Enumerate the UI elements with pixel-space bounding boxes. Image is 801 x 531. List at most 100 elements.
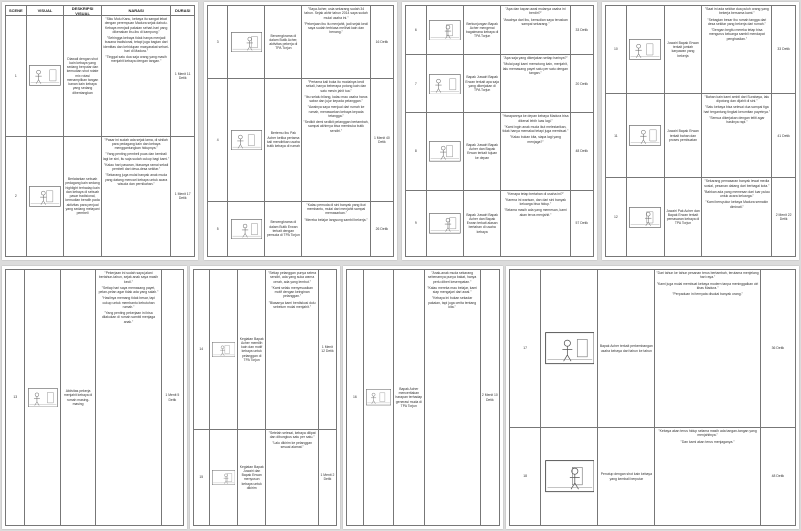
visual-cell [228, 6, 266, 79]
column-header: DURASI [175, 8, 191, 13]
narration-line: "Pekerjaan ini sudah saya jalani bertahu… [98, 271, 159, 284]
storyboard-row: 14 Kegiatan Bapak Acher memilih kain dan … [193, 269, 337, 430]
narration-cell: "Sekarang pemasaran banyak lewat media s… [702, 178, 773, 256]
visual-cell [210, 270, 238, 429]
visual-sketch [629, 125, 662, 146]
visual-description: Bertemu Ibu Pak Acher ketika pertama kal… [265, 79, 303, 201]
narration-cell: "Setiap pelanggan punya selera sendiri, … [266, 270, 319, 429]
visual-cell [427, 55, 464, 113]
visual-cell [627, 93, 665, 178]
storyboard-row: 6 Berkunjungan Bapak Acher mengenai bagai… [405, 5, 594, 56]
narration-line: "Harapannya ke depan kebaya Madura bisa … [502, 114, 569, 123]
scene-number: 9 [406, 190, 427, 256]
storyboard-row: 11 Juwairi Bapak Erwan terkait bahan dan … [605, 93, 796, 179]
visual-cell [541, 428, 599, 525]
narration-line: "Mulai pagi kami memotong kain, menjahit… [502, 62, 568, 75]
visual-description: Aktivitas pekerja menjahit kebaya di rum… [61, 270, 97, 525]
duration: 33 Detik [777, 47, 790, 52]
visual-sketch [429, 213, 461, 234]
visual-sketch [230, 129, 262, 151]
duration: 20 Detik [575, 81, 588, 86]
scene-number: 17 [510, 270, 542, 428]
narration-line: "Sekarang juga mulai banyak anak muda ya… [105, 173, 168, 186]
column-header: VISUAL [27, 6, 65, 15]
visual-description: Bapak Juwairi Bapak Acher dan Bapak Erwa… [464, 190, 502, 256]
scene-number: 1 [6, 16, 27, 136]
duration: 1 Menit 12 Detik [321, 345, 334, 354]
narration-line: "Perpaduan ini ternyata disukai banyak o… [672, 292, 743, 296]
visual-sketch [544, 460, 594, 493]
visual-sketch [29, 65, 61, 86]
visual-sketch [230, 218, 262, 239]
narration-line: "Sedikit demi sedikit pelanggan bertamba… [303, 120, 369, 133]
duration: 57 Detik [575, 221, 588, 226]
storyboard-row: 7 Bapak Juwairi Bapak Erwan terkait apa s… [405, 55, 594, 114]
visual-sketch [629, 206, 662, 228]
scene-number: 6 [406, 6, 427, 55]
duration: 48 Detik [771, 474, 785, 479]
visual-cell [427, 6, 464, 55]
scene-number: 3 [208, 6, 229, 79]
column-header: SCENE [6, 6, 27, 15]
narration-line: "Satu kebaya bisa selesai dua sampai tig… [703, 105, 771, 114]
visual-description: Diawali dengan shot kain kebaya yang sed… [64, 16, 102, 136]
visual-description: Bapak Juwairi Bapak Acher dan Bapak Erwa… [464, 113, 502, 190]
narration-line: "Selama masih ada yang memesan, kami aka… [504, 208, 567, 217]
duration: 26 Detik [375, 226, 389, 231]
narration-cell: "Apa saja yang dikerjakan setiap harinya… [501, 55, 571, 113]
narration-cell: "Siku Mulu Kanu, kebaya itu sangat lekat… [102, 16, 172, 136]
storyboard-row: 8 Bapak Juwairi Bapak Acher dan Bapak Erw… [405, 113, 594, 191]
page: 13 Aktivitas pekerja menjahit kebaya di r… [2, 266, 187, 529]
narration-cell: "Kenapa tetap bertahan di usaha ini?" "Ka… [501, 190, 571, 256]
visual-cell [228, 201, 266, 256]
narration-line: "Setelah selesai, kebaya dilipat dan dib… [268, 430, 316, 439]
storyboard-row: 10 Juwairi Bapak Erwan terkait jumlah kar… [605, 5, 796, 94]
narration-line: "Kalau bukan kita, siapa lagi yang menja… [510, 135, 561, 144]
narration-line: "Karena ini warisan, dan dari sini banya… [504, 197, 566, 207]
duration: 2 Menit 22 Detik [775, 212, 792, 222]
scene-number: 15 [194, 429, 210, 525]
visual-sketch [544, 332, 594, 365]
narration-line: "Pertama kali buka itu modalnya kecil se… [305, 80, 367, 93]
visual-cell [541, 270, 599, 428]
visual-description: Bapak Acher menceritakan harapan terhada… [394, 270, 425, 525]
narration-line: "Biasanya kami berdiskusi dulu sebelum m… [268, 300, 316, 309]
duration: 1 Menit 11 Detik [174, 71, 191, 80]
visual-description: Kegiatan Bapak Juwairi dan Bapak Erwan m… [238, 429, 267, 525]
duration: 41 Detik [777, 133, 790, 138]
visual-description: Juwairi Bapak Erwan terkait jumlah karya… [665, 6, 703, 93]
narration-cell: "Setelah selesai, kebaya dilipat dan dib… [266, 429, 319, 525]
narration-line: "Awalnya saya menjual dari rumah ke ruma… [307, 105, 365, 118]
visual-description: Bapak Juwairi Bapak Erwan terkait apa sa… [464, 55, 502, 113]
duration: 1 Menit 2 Detik [320, 473, 335, 482]
visual-sketch [211, 469, 235, 485]
visual-cell [427, 190, 464, 256]
page: 14 Kegiatan Bapak Acher memilih kain dan … [190, 266, 340, 529]
narration-line: "Pasar ini sudah ada sejak lama, di sini… [104, 137, 168, 151]
narration-line: "Apa dan kapan awal mulanya usaha ini be… [505, 7, 566, 16]
narration-line: "Kenapa tetap bertahan di usaha ini?" [506, 191, 564, 196]
narration-line: "Yang penting pekerjaan ini bisa dilakuk… [101, 311, 156, 324]
narration-cell: "Bahan kain kami ambil dari Surabaya, la… [702, 93, 773, 178]
narration-line: "Yang penting pembeli puas dan kembali l… [103, 152, 170, 161]
column-header: DESKRIPSI VISUAL [64, 6, 102, 15]
narration-cell: "Pasar ini sudah ada sejak lama, di sini… [102, 136, 172, 256]
narration-line: "Dengan begitu mereka tetap bisa menguru… [708, 28, 765, 41]
narration-line: "Setiap hari saya memasang payet, pelan-… [98, 285, 159, 294]
narration-line: "Hasilnya memang tidak besar, tapi cukup… [101, 296, 155, 309]
storyboard-row: 1 Diawali dengan shot kain kebaya yang se… [5, 16, 195, 137]
scene-number: 10 [606, 6, 627, 93]
storyboard-row: 13 Aktivitas pekerja menjahit kebaya di r… [5, 269, 184, 526]
narration-line: "Kami ingin anak muda ikut melestarikan,… [502, 124, 569, 134]
scene-number: 13 [6, 270, 26, 525]
narration-line: "Tinggal satu dua saja orang yang masih … [105, 55, 167, 64]
narration-cell: "Kalau pemuda di sini banyak yang ikut m… [302, 201, 371, 256]
narration-line: "Setiap pelanggan punya selera sendiri, … [268, 271, 317, 284]
duration: 36 Detik [771, 346, 785, 351]
page: 17 Bapak Acher terkait perkembangan usaha… [506, 266, 799, 529]
visual-sketch [230, 32, 262, 53]
duration: 16 Detik [375, 39, 389, 44]
visual-description: Bercengkrama di dalam Butik Acher, aktiv… [265, 6, 303, 79]
duration: 1 Menit 40 Detik [373, 135, 390, 144]
